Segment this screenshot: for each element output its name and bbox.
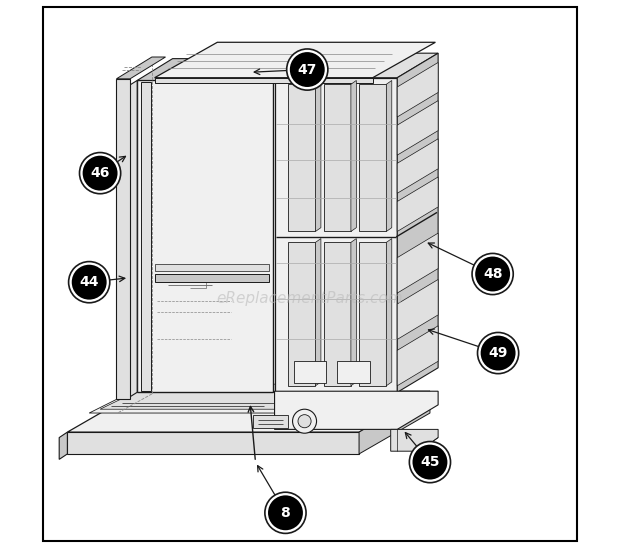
Polygon shape xyxy=(68,391,430,432)
Polygon shape xyxy=(68,432,359,454)
Polygon shape xyxy=(359,391,430,454)
Text: 47: 47 xyxy=(298,62,317,77)
Polygon shape xyxy=(324,242,351,386)
Polygon shape xyxy=(397,62,438,117)
Polygon shape xyxy=(89,386,378,413)
Polygon shape xyxy=(397,177,438,231)
Polygon shape xyxy=(137,81,273,392)
Polygon shape xyxy=(154,274,269,282)
Polygon shape xyxy=(275,391,438,430)
Circle shape xyxy=(290,52,325,87)
Polygon shape xyxy=(351,238,356,386)
Polygon shape xyxy=(117,57,166,79)
Polygon shape xyxy=(397,279,438,339)
Polygon shape xyxy=(128,81,137,398)
Polygon shape xyxy=(100,384,365,409)
Circle shape xyxy=(472,253,513,295)
Circle shape xyxy=(72,265,107,300)
Polygon shape xyxy=(316,81,321,231)
Polygon shape xyxy=(324,84,351,231)
Polygon shape xyxy=(359,242,386,386)
Polygon shape xyxy=(288,242,316,386)
Circle shape xyxy=(298,415,311,428)
Text: 49: 49 xyxy=(489,346,508,360)
Circle shape xyxy=(286,49,328,90)
Text: 46: 46 xyxy=(91,166,110,180)
Polygon shape xyxy=(386,238,392,386)
Polygon shape xyxy=(351,81,356,231)
Polygon shape xyxy=(397,101,438,155)
Circle shape xyxy=(477,333,519,374)
Polygon shape xyxy=(386,81,392,231)
Polygon shape xyxy=(397,233,438,293)
Polygon shape xyxy=(141,82,151,391)
Circle shape xyxy=(412,444,448,480)
Polygon shape xyxy=(253,415,288,428)
Circle shape xyxy=(293,409,317,433)
Polygon shape xyxy=(117,79,130,399)
Text: 48: 48 xyxy=(483,267,502,281)
Polygon shape xyxy=(359,84,386,231)
Polygon shape xyxy=(397,326,438,386)
Polygon shape xyxy=(154,264,269,271)
Circle shape xyxy=(79,152,121,194)
Polygon shape xyxy=(288,84,316,231)
Polygon shape xyxy=(294,361,326,383)
Polygon shape xyxy=(154,42,435,78)
Text: 8: 8 xyxy=(281,506,290,520)
Polygon shape xyxy=(316,238,321,386)
Text: eReplacementParts.com: eReplacementParts.com xyxy=(216,291,404,306)
Polygon shape xyxy=(154,78,373,83)
Circle shape xyxy=(480,335,516,370)
Polygon shape xyxy=(59,432,68,459)
Polygon shape xyxy=(275,53,438,78)
Text: 45: 45 xyxy=(420,455,440,469)
Polygon shape xyxy=(391,430,438,451)
Polygon shape xyxy=(397,53,438,392)
Circle shape xyxy=(409,442,451,483)
Polygon shape xyxy=(397,139,438,193)
Polygon shape xyxy=(275,78,397,392)
Circle shape xyxy=(268,495,303,530)
Polygon shape xyxy=(337,361,370,383)
Circle shape xyxy=(82,156,118,191)
Circle shape xyxy=(265,492,306,533)
Circle shape xyxy=(475,256,510,292)
Polygon shape xyxy=(137,59,309,81)
Circle shape xyxy=(69,261,110,302)
Text: 44: 44 xyxy=(79,275,99,289)
